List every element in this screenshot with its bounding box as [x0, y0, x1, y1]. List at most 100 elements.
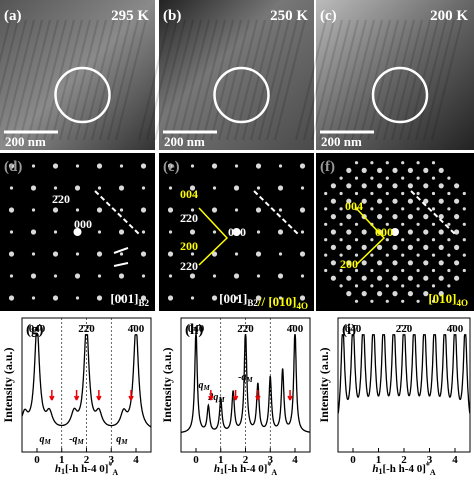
spot: [339, 238, 343, 242]
annotation-text: -q: [69, 434, 77, 445]
spot: [361, 183, 367, 189]
spot: [361, 275, 367, 281]
spot: [423, 291, 429, 297]
spot: [330, 183, 336, 189]
x-label: h1[-h h-4 0]*A: [214, 461, 278, 476]
x-label-sub: 1: [61, 467, 65, 476]
spot: [278, 208, 283, 212]
spot: [9, 186, 14, 190]
peak-label: 2̄2̄0: [396, 323, 413, 335]
region-circle: [54, 66, 111, 124]
spot: [30, 229, 37, 235]
spot: [423, 260, 429, 266]
spot: [346, 167, 352, 173]
spot: [300, 274, 305, 278]
spot: [277, 185, 284, 191]
spot: [370, 299, 374, 303]
spot: [255, 163, 262, 169]
fringe: [107, 19, 139, 141]
spot: [324, 222, 328, 226]
fringe: [154, 19, 186, 141]
spot: [324, 207, 328, 211]
spot: [416, 222, 420, 226]
spot: [31, 208, 36, 212]
spot: [431, 191, 436, 196]
spot: [234, 296, 239, 300]
spot: [233, 185, 240, 191]
spot: [8, 251, 15, 257]
spot: [256, 230, 261, 234]
spot: [401, 268, 405, 273]
spot: [454, 214, 460, 220]
tem-image: [159, 0, 314, 150]
fringe: [319, 19, 351, 141]
spot: [401, 299, 405, 303]
spot: [377, 214, 383, 220]
peak-label: 04̄0: [188, 323, 205, 335]
spot: [96, 207, 103, 213]
fringe: [170, 19, 202, 141]
spot: [416, 191, 420, 196]
annotation-sub: M: [43, 438, 51, 446]
spot: [385, 268, 389, 273]
spot: [140, 207, 147, 213]
annotation: qM: [116, 434, 128, 446]
x-label-main: h: [214, 463, 220, 475]
spot: [462, 238, 466, 242]
fringe: [35, 19, 67, 141]
tem-image: [0, 0, 155, 150]
spot: [74, 185, 81, 191]
spot: [447, 222, 451, 226]
spot: [141, 274, 146, 278]
spot: [361, 291, 367, 297]
spot: [454, 244, 460, 250]
panel-label: (b): [163, 8, 181, 24]
x-tick-label: 1: [218, 454, 224, 466]
spot: [52, 251, 59, 257]
annotation-text: q: [198, 380, 203, 391]
spot: [377, 198, 383, 204]
panel-label: (h): [185, 322, 203, 338]
spot: [141, 186, 146, 190]
spot: [377, 167, 383, 173]
spot: [407, 214, 413, 220]
spot: [211, 207, 218, 213]
spot: [438, 214, 444, 220]
spot: [361, 244, 367, 250]
fringe: [274, 19, 306, 141]
spot: [407, 229, 413, 235]
x-tick-label: 4: [133, 454, 139, 466]
spot: [354, 284, 359, 288]
spot: [423, 183, 429, 189]
x-label-sub2: A: [271, 468, 277, 476]
tem-image: [316, 0, 474, 150]
spot: [438, 229, 444, 235]
zone-text: [010]: [428, 291, 456, 306]
spot-label: 200: [180, 239, 198, 253]
zone-axis: [001]B2// [010]4O: [219, 291, 308, 311]
x-tick-label: 3: [268, 454, 274, 466]
spot: [377, 183, 383, 189]
spot: [278, 252, 283, 256]
spot: [256, 186, 261, 190]
spot: [234, 208, 239, 212]
spot: [392, 291, 398, 297]
spot: [53, 230, 58, 234]
fringe: [59, 19, 91, 141]
spot: [416, 176, 420, 180]
x-tick-label: 4: [452, 454, 458, 466]
dash-line: [410, 190, 457, 236]
annotation-sub: M: [120, 438, 128, 446]
spot: [407, 244, 413, 250]
peak-label: 4̄00: [287, 323, 304, 335]
spot: [278, 296, 283, 300]
spot: [140, 295, 147, 301]
annotation-text: -q: [238, 372, 246, 383]
axes: [198, 207, 229, 266]
spot: [385, 284, 389, 288]
spot: [392, 275, 398, 281]
spot: [377, 244, 383, 250]
x-tick-label: 2: [243, 454, 249, 466]
spot: [416, 284, 420, 288]
spot-label: 000: [375, 225, 393, 239]
